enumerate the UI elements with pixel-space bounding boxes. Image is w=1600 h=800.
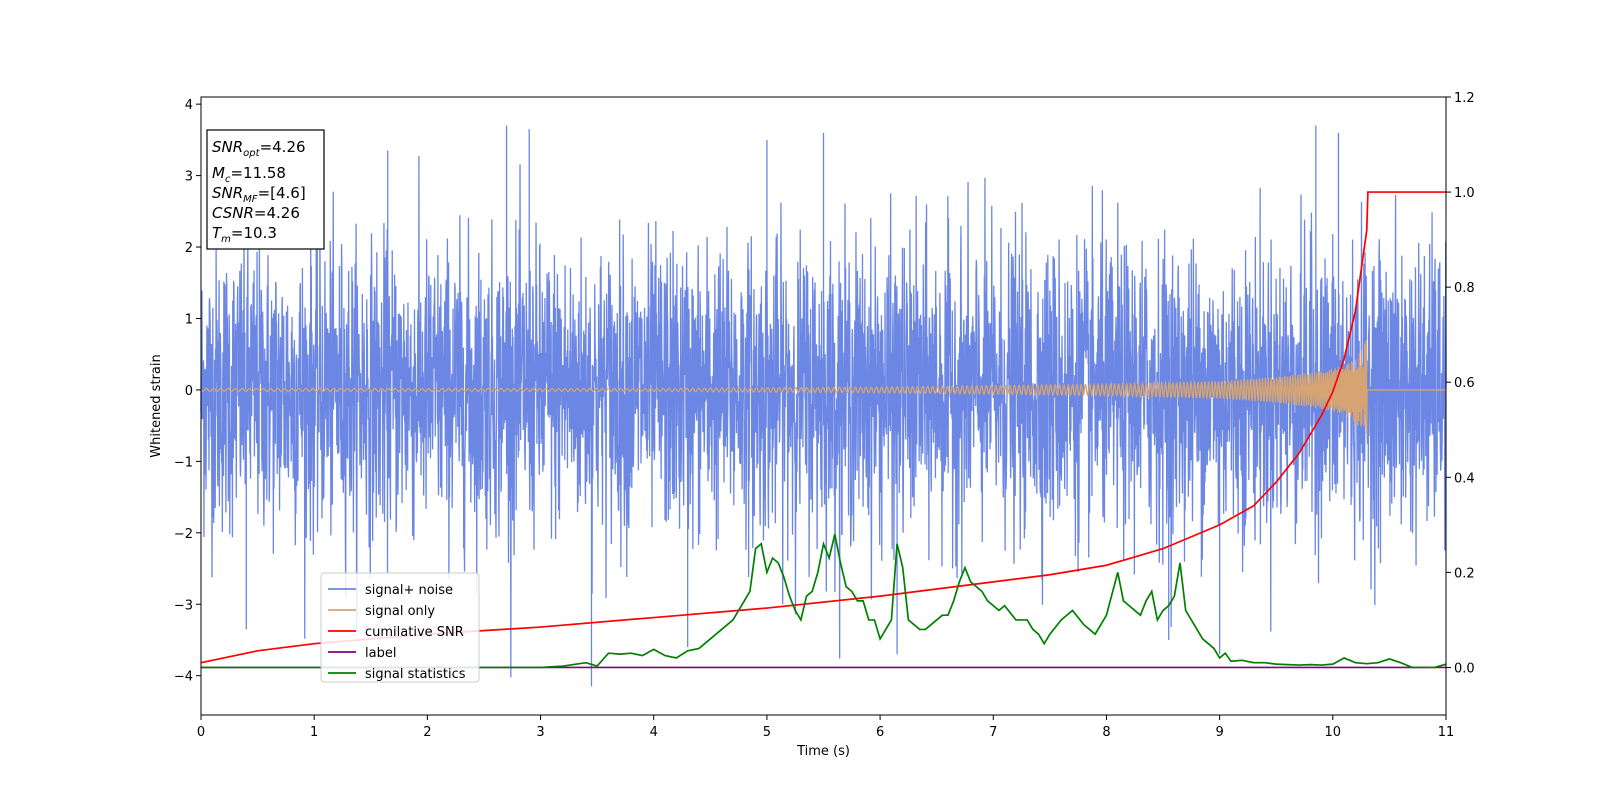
y2-tick-label: 1.0 [1454, 186, 1475, 201]
y-tick-label: 2 [185, 241, 193, 256]
snr-opt-value: =4.26 [260, 138, 306, 156]
x-tick-label: 3 [536, 725, 544, 740]
snr-opt-symbol: SNR [212, 138, 243, 156]
y2-tick-label: 0.4 [1454, 471, 1475, 486]
legend-label: signal only [365, 604, 435, 619]
legend-item-signal-only: signal only [328, 604, 435, 619]
x-tick-label: 4 [650, 725, 658, 740]
y-tick-label: −3 [174, 598, 193, 613]
svg-text:CSNR=4.26: CSNR=4.26 [212, 204, 300, 222]
axes-layer: 0 1 2 3 4 5 6 7 8 9 10 11 −4 −3 −2 −1 0 1 2 3 4 0.0 0.2 0.4 0.6 0… [174, 91, 1475, 740]
x-tick-label: 2 [423, 725, 431, 740]
series-signal-statistics-line [201, 534, 1447, 669]
y2-tick-label: 0.8 [1454, 281, 1475, 296]
snr-mf-value: =[4.6] [258, 184, 306, 202]
y2-tick-label: 1.2 [1454, 91, 1475, 106]
mc-value: =11.58 [230, 164, 286, 182]
snr-mf-symbol: SNR [212, 184, 243, 202]
x-tick-label: 5 [763, 725, 771, 740]
svg-text:Mc=11.58: Mc=11.58 [212, 164, 286, 185]
mc-symbol: M [212, 164, 225, 182]
svg-text:SNRMF=[4.6]: SNRMF=[4.6] [212, 184, 306, 205]
svg-text:SNRopt=4.26: SNRopt=4.26 [212, 138, 306, 159]
legend-label: signal+ noise [365, 583, 453, 598]
legend-label: label [365, 646, 396, 661]
y-axis-label: Whitened strain [149, 354, 164, 457]
legend-label: cumilative SNR [365, 625, 464, 640]
y-tick-label: 4 [185, 98, 193, 113]
y2-tick-label: 0.6 [1454, 376, 1475, 391]
legend-item-label: label [328, 646, 396, 661]
x-axis-label: Time (s) [796, 744, 850, 759]
x-tick-label: 9 [1215, 725, 1223, 740]
tm-symbol: T [212, 224, 223, 242]
legend-item-cumulative-snr: cumilative SNR [328, 625, 464, 640]
series-signal-only-line [200, 340, 1446, 434]
series-cumulative-snr-line [200, 191, 1446, 664]
mc-subscript: c [225, 174, 231, 185]
y2-tick-label: 0.2 [1454, 566, 1475, 581]
csnr-symbol: CSNR [212, 204, 254, 222]
svg-text:Tm=10.3: Tm=10.3 [212, 224, 277, 245]
y-tick-label: 1 [185, 312, 193, 327]
x-tick-label: 10 [1325, 725, 1342, 740]
tm-subscript: m [221, 234, 231, 245]
y-tick-label: −4 [174, 670, 193, 685]
y-tick-label: −2 [174, 527, 193, 542]
x-tick-label: 7 [989, 725, 997, 740]
tm-value: =10.3 [231, 224, 277, 242]
snr-opt-subscript: opt [243, 148, 260, 159]
y-tick-label: 0 [185, 384, 193, 399]
plot-frame [200, 96, 1447, 716]
legend-label: signal statistics [365, 667, 466, 682]
y-tick-label: −1 [174, 455, 193, 470]
x-tick-label: 11 [1438, 725, 1455, 740]
csnr-value: =4.26 [254, 204, 300, 222]
legend-item-signal-statistics: signal statistics [328, 667, 466, 682]
y2-tick-label: 0.0 [1454, 661, 1475, 676]
snr-mf-subscript: MF [243, 194, 258, 205]
series-signal-noise-line [200, 125, 1447, 687]
legend-item-signal-noise: signal+ noise [328, 583, 453, 598]
legend: signal+ noise signal only cumilative SNR la… [320, 572, 480, 683]
info-box: SNRopt=4.26 Mc=11.58 SNRMF=[4.6] CSNR=4.… [206, 129, 325, 250]
y-tick-label: 3 [185, 170, 193, 185]
x-tick-label: 8 [1102, 725, 1110, 740]
x-tick-label: 0 [197, 725, 205, 740]
x-tick-label: 6 [876, 725, 884, 740]
x-tick-label: 1 [310, 725, 318, 740]
